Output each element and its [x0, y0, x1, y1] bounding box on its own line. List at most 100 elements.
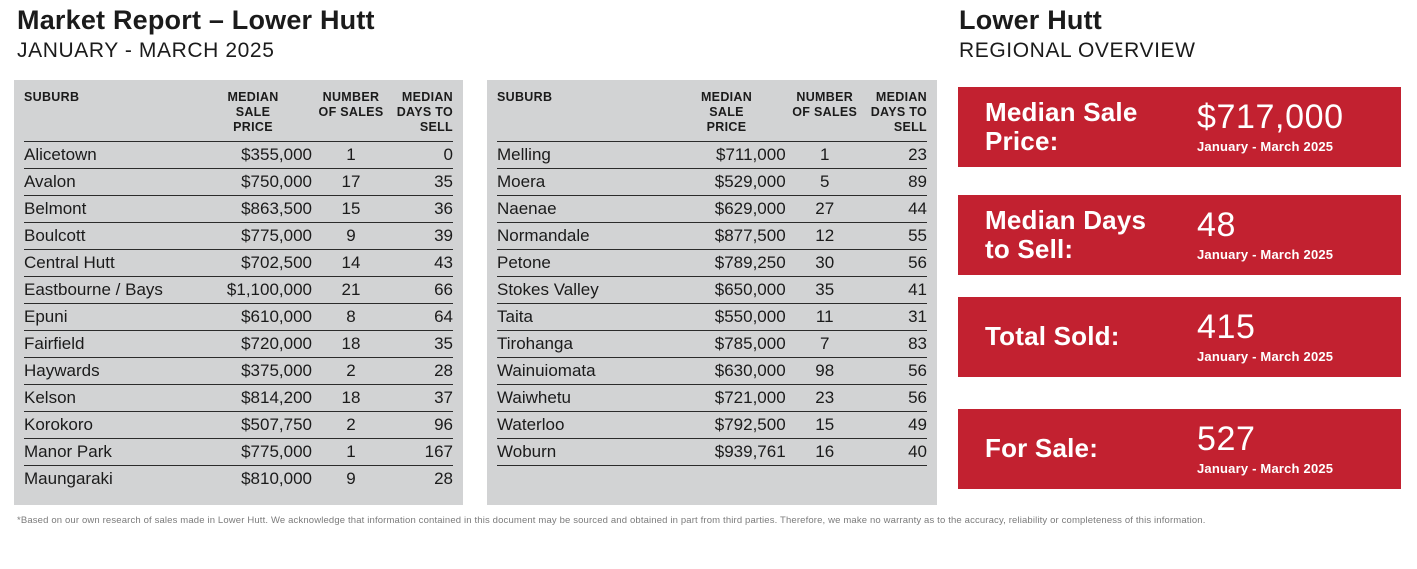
number-of-sales: 35 [785, 276, 864, 305]
table-row: Central Hutt $702,500 14 43 [24, 249, 453, 278]
table-row: Normandale $877,500 12 55 [497, 222, 927, 251]
suburb-name: Waterloo [497, 411, 668, 440]
median-price: $355,000 [194, 141, 312, 170]
table-row: Tirohanga $785,000 7 83 [497, 330, 927, 359]
stat-value: 415 [1197, 308, 1256, 347]
median-days: 39 [390, 222, 453, 251]
median-days: 28 [390, 357, 453, 386]
number-of-sales: 11 [785, 303, 864, 332]
median-days: 31 [863, 303, 927, 332]
median-days: 44 [863, 195, 927, 224]
median-days: 96 [390, 411, 453, 440]
median-price: $375,000 [194, 357, 312, 386]
number-of-sales: 27 [785, 195, 864, 224]
col-header-suburb: SUBURB [497, 88, 668, 143]
table-row: Alicetown $355,000 1 0 [24, 141, 453, 170]
table-row: Maungaraki $810,000 9 28 [24, 466, 453, 493]
stat-period: January - March 2025 [1197, 348, 1334, 364]
suburb-name: Avalon [24, 168, 194, 197]
suburb-name: Korokoro [24, 411, 194, 440]
median-price: $863,500 [194, 195, 312, 224]
median-price: $775,000 [194, 222, 312, 251]
median-price: $630,000 [667, 357, 786, 386]
table-row: Waiwhetu $721,000 23 56 [497, 384, 927, 413]
number-of-sales: 12 [785, 222, 864, 251]
table-row: Wainuiomata $630,000 98 56 [497, 357, 927, 386]
suburb-name: Epuni [24, 303, 194, 332]
median-days: 36 [390, 195, 453, 224]
col-header-number-of-sales: NUMBER OF SALES [312, 88, 390, 143]
stat-value: 527 [1197, 420, 1256, 459]
median-days: 43 [390, 249, 453, 278]
number-of-sales: 9 [346, 469, 356, 489]
median-price: $792,500 [667, 411, 786, 440]
table-row: Korokoro $507,750 2 96 [24, 411, 453, 440]
median-days: 167 [390, 438, 453, 467]
stat-value: 48 [1197, 206, 1237, 245]
stat-label: For Sale: [985, 433, 1099, 464]
stat-period: January - March 2025 [1197, 246, 1334, 262]
median-days: 56 [863, 384, 927, 413]
table-row: Avalon $750,000 17 35 [24, 168, 453, 197]
median-days: 89 [863, 168, 927, 197]
stat-card-median-days-to-sell: Median Days to Sell: 48 January - March … [958, 195, 1401, 275]
suburb-name: Taita [497, 303, 668, 332]
median-price: $529,000 [667, 168, 786, 197]
number-of-sales: 8 [312, 303, 390, 332]
median-days: 23 [863, 141, 927, 170]
table-row: Haywards $375,000 2 28 [24, 357, 453, 386]
table-row: Petone $789,250 30 56 [497, 249, 927, 278]
table-row: Moera $529,000 5 89 [497, 168, 927, 197]
overview-header: Lower Hutt REGIONAL OVERVIEW [959, 5, 1196, 63]
median-price: $610,000 [194, 303, 312, 332]
median-days: 55 [863, 222, 927, 251]
number-of-sales: 14 [312, 249, 390, 278]
suburb-name: Maungaraki [24, 469, 113, 489]
suburb-name: Manor Park [24, 438, 194, 467]
suburb-name: Boulcott [24, 222, 194, 251]
col-header-suburb: SUBURB [24, 88, 194, 143]
col-header-median-days: MEDIAN DAYS TO SELL [863, 88, 927, 143]
median-price: $711,000 [667, 141, 786, 170]
suburb-table-right: SUBURB MEDIAN SALE PRICE NUMBER OF SALES… [487, 80, 937, 505]
median-days: 83 [863, 330, 927, 359]
stat-label: Median Sale Price: [985, 96, 1138, 156]
table-row: Belmont $863,500 15 36 [24, 195, 453, 224]
table-row: Taita $550,000 11 31 [497, 303, 927, 332]
table-row: Boulcott $775,000 9 39 [24, 222, 453, 251]
stat-value: $717,000 [1197, 98, 1344, 137]
median-price: $629,000 [667, 195, 786, 224]
median-price: $720,000 [194, 330, 312, 359]
col-header-median-price: MEDIAN SALE PRICE [194, 88, 312, 143]
table-row: Woburn $939,761 16 40 [497, 438, 927, 467]
suburb-name: Moera [497, 168, 668, 197]
number-of-sales: 18 [312, 384, 390, 413]
table-row: Melling $711,000 1 23 [497, 141, 927, 170]
overview-subtitle: REGIONAL OVERVIEW [959, 39, 1196, 63]
col-header-number-of-sales: NUMBER OF SALES [785, 88, 864, 143]
table-row: Waterloo $792,500 15 49 [497, 411, 927, 440]
report-header: Market Report – Lower Hutt JANUARY - MAR… [17, 5, 375, 63]
number-of-sales: 1 [312, 438, 390, 467]
stat-period: January - March 2025 [1197, 138, 1334, 154]
suburb-name: Melling [497, 141, 668, 170]
number-of-sales: 2 [312, 411, 390, 440]
median-days: 64 [390, 303, 453, 332]
median-price: $702,500 [194, 249, 312, 278]
suburb-name: Fairfield [24, 330, 194, 359]
number-of-sales: 1 [785, 141, 864, 170]
median-price: $789,250 [667, 249, 786, 278]
table-row: Eastbourne / Bays $1,100,000 21 66 [24, 276, 453, 305]
disclaimer-footnote: *Based on our own research of sales made… [17, 515, 1206, 526]
median-days: 66 [390, 276, 453, 305]
number-of-sales: 18 [312, 330, 390, 359]
number-of-sales: 21 [312, 276, 390, 305]
stat-card-median-sale-price: Median Sale Price: $717,000 January - Ma… [958, 87, 1401, 167]
median-price: $750,000 [194, 168, 312, 197]
table-header-row: SUBURB MEDIAN SALE PRICE NUMBER OF SALES… [497, 88, 927, 143]
stat-period: January - March 2025 [1197, 460, 1334, 476]
overview-title: Lower Hutt [959, 5, 1102, 35]
table-header-row: SUBURB MEDIAN SALE PRICE NUMBER OF SALES… [24, 88, 453, 143]
suburb-name: Waiwhetu [497, 384, 668, 413]
suburb-name: Wainuiomata [497, 357, 668, 386]
